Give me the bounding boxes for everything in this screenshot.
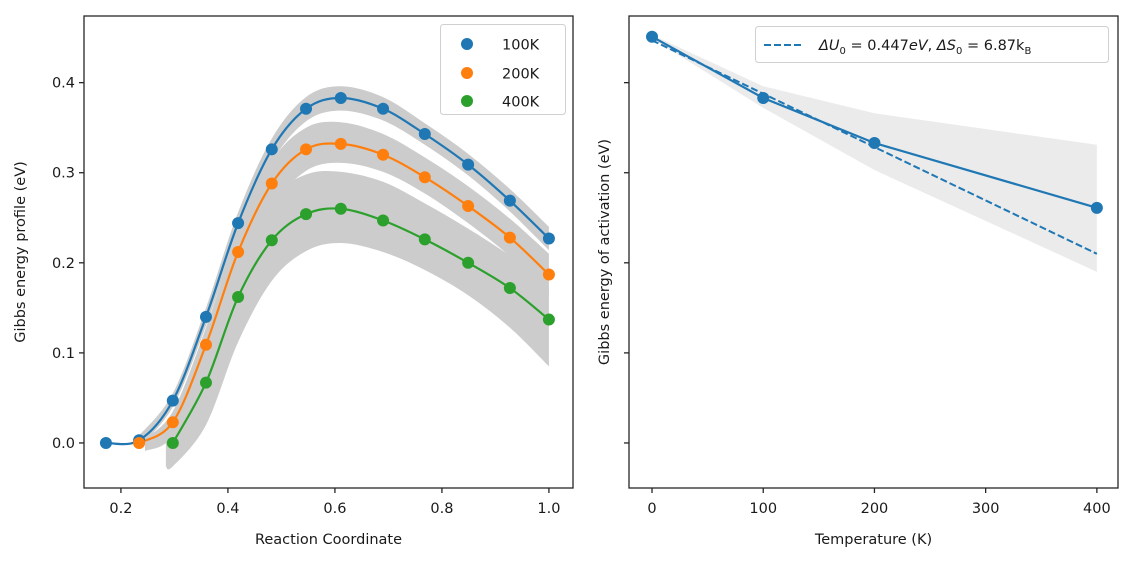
x-tick-label: 0.6 (323, 501, 346, 517)
right-y-ticks (624, 82, 629, 444)
data-line (651, 35, 1098, 209)
legend-label-200k: 200K (502, 67, 540, 83)
x-tick-label: 300 (972, 501, 1000, 517)
band-100k (139, 86, 549, 447)
point-400k (377, 214, 390, 227)
left-x-ticks: 0.2 0.4 0.6 0.8 1.0 (109, 488, 560, 517)
band-400k (165, 171, 549, 470)
data-point (757, 91, 770, 104)
data-point (646, 30, 659, 43)
legend-marker-200k (461, 67, 473, 79)
x-tick-label: 100 (749, 501, 777, 517)
point-400k (334, 202, 347, 215)
point-200k (377, 148, 390, 161)
point-400k (265, 234, 278, 247)
point-400k (232, 291, 245, 304)
point-400k (462, 256, 475, 269)
point-100k (99, 436, 112, 449)
band-fit (652, 34, 1097, 272)
right-series-markers (646, 30, 1103, 214)
point-400k (166, 436, 179, 449)
point-200k (199, 338, 212, 351)
legend-marker-400k (461, 95, 473, 107)
x-tick-label: 0.8 (430, 501, 453, 517)
x-tick-label: 0 (647, 501, 656, 517)
band-200k (144, 121, 549, 452)
point-100k (542, 232, 555, 245)
point-400k (542, 313, 555, 326)
point-200k (542, 268, 555, 281)
point-200k (462, 200, 475, 213)
point-200k (133, 436, 146, 449)
point-200k (334, 137, 347, 150)
point-200k (265, 177, 278, 190)
right-x-axis-label: Temperature (K) (814, 532, 932, 548)
point-100k (334, 91, 347, 104)
legend-label-100k: 100K (502, 38, 540, 54)
point-200k (232, 246, 245, 258)
point-100k (503, 194, 516, 207)
point-100k (462, 158, 475, 171)
right-axes-frame (628, 15, 1119, 489)
x-tick-label: 200 (861, 501, 889, 517)
left-y-ticks: 0.0 0.1 0.2 0.3 0.4 (52, 76, 84, 452)
point-400k (300, 208, 313, 221)
data-point (868, 137, 881, 150)
point-400k (418, 233, 431, 246)
left-legend: 100K 200K 400K (440, 24, 566, 115)
y-tick-label: 0.0 (52, 436, 75, 452)
point-100k (300, 102, 313, 115)
point-200k (166, 416, 179, 429)
right-confidence-band (652, 34, 1097, 272)
y-tick-label: 0.2 (52, 256, 75, 272)
x-tick-label: 1.0 (537, 501, 560, 517)
right-y-axis-label: Gibbs energy of activation (eV) (597, 139, 613, 365)
y-tick-label: 0.1 (52, 346, 75, 362)
y-tick-label: 0.3 (52, 166, 75, 182)
point-200k (300, 143, 313, 156)
data-point (1090, 201, 1103, 214)
left-y-axis-label: Gibbs energy profile (eV) (13, 161, 29, 343)
point-100k (166, 394, 179, 407)
x-tick-label: 0.4 (216, 501, 239, 517)
right-panel: 0 100 200 300 400 Temperature (K) Gibbs ener… (597, 15, 1119, 548)
legend-label-fit: ΔU0 = 0.447eV, ΔS0 = 6.87kB (818, 38, 1031, 57)
point-400k (199, 376, 212, 389)
legend-label-400k: 400K (502, 95, 540, 111)
x-tick-label: 0.2 (109, 501, 132, 517)
left-confidence-bands (139, 86, 549, 470)
point-100k (199, 310, 212, 323)
left-x-axis-label: Reaction Coordinate (255, 532, 402, 548)
right-legend: ΔU0 = 0.447eV, ΔS0 = 6.87kB (755, 26, 1109, 63)
point-100k (265, 143, 278, 156)
point-200k (418, 171, 431, 184)
point-400k (503, 282, 516, 295)
x-tick-label: 400 (1083, 501, 1111, 517)
point-100k (377, 102, 390, 115)
right-x-ticks: 0 100 200 300 400 (647, 488, 1111, 517)
point-100k (418, 128, 431, 140)
left-axes-frame (83, 15, 574, 489)
point-100k (232, 217, 245, 230)
y-tick-label: 0.4 (52, 76, 75, 92)
left-panel: 0.2 0.4 0.6 0.8 1.0 0.0 0.1 0.2 0.3 0.4 Reaction… (13, 15, 574, 548)
legend-marker-100k (461, 38, 473, 50)
point-200k (503, 231, 516, 244)
left-series-markers (99, 91, 555, 449)
right-legend-box (755, 26, 1109, 63)
